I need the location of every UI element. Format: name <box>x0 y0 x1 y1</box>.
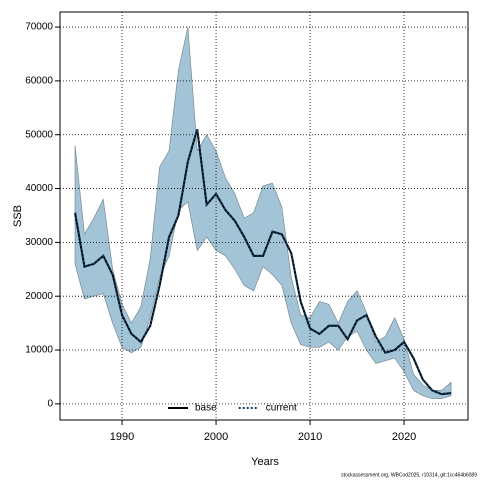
plot-frame <box>59 11 469 421</box>
y-tick-label: 60000 <box>25 76 53 87</box>
y-tick-label: 30000 <box>25 237 53 248</box>
x-tick-label: 2020 <box>392 431 416 443</box>
x-tick-label: 2000 <box>204 431 228 443</box>
series-line <box>74 129 452 396</box>
legend-label: base <box>195 403 217 414</box>
y-axis-label: SSB <box>12 205 24 227</box>
y-tick-label: 40000 <box>25 183 53 194</box>
x-tick-label: 1990 <box>110 431 134 443</box>
footnote: stockassessment.org, WBCod2025, r10314, … <box>341 472 477 478</box>
x-tick-label: 2010 <box>298 431 322 443</box>
y-tick-label: 50000 <box>25 129 53 140</box>
y-tick-label: 20000 <box>25 291 53 302</box>
y-tick-label: 10000 <box>25 345 53 356</box>
y-tick-label: 0 <box>47 398 53 409</box>
confidence-band <box>74 26 452 399</box>
legend-label: current <box>266 403 297 414</box>
y-tick-label: 70000 <box>25 22 53 33</box>
x-axis-label: Years <box>251 456 279 468</box>
